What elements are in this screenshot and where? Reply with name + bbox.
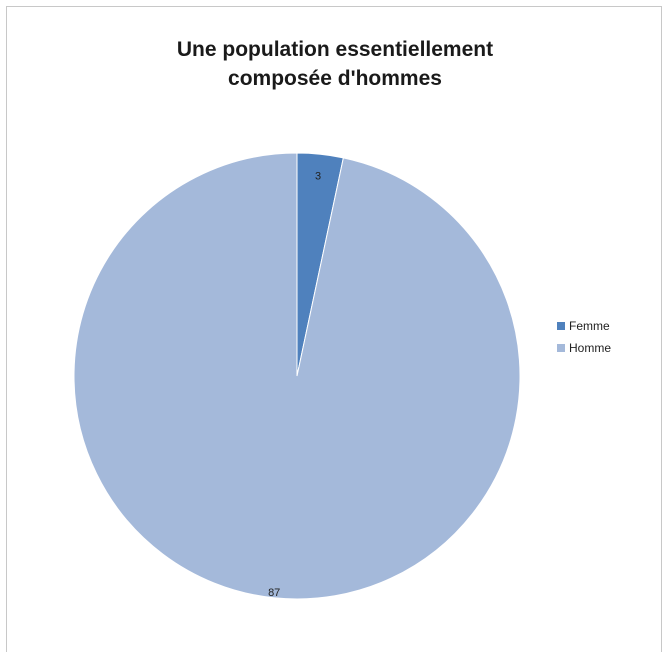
legend-item-homme: Homme (557, 337, 611, 359)
chart-title-line-1: Une population essentiellement (176, 38, 494, 61)
chart-area: Une population essentiellement composée … (6, 6, 662, 652)
pie-chart: 3 87 (73, 152, 521, 600)
legend-swatch-femme (557, 322, 565, 330)
chart-title-line-2: composée d'hommes (228, 67, 442, 90)
data-label-homme: 87 (268, 587, 280, 599)
legend-label-homme: Homme (569, 341, 612, 355)
legend-label-femme: Femme (569, 319, 610, 333)
data-label-femme: 3 (315, 170, 321, 182)
legend-item-femme: Femme (557, 315, 611, 337)
chart-title: Une population essentiellement composée … (7, 35, 663, 93)
pie-slice-homme (73, 152, 521, 600)
legend-swatch-homme (557, 344, 565, 352)
legend: Femme Homme (557, 315, 611, 359)
